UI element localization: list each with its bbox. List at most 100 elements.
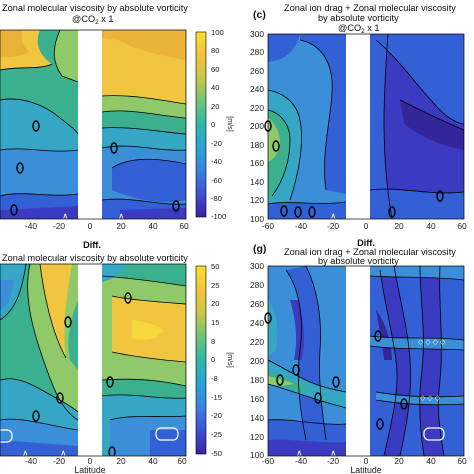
contour-label-zero: [32, 120, 40, 132]
cb-e-tick: 20: [211, 299, 219, 308]
x-tick-label: 40: [148, 221, 158, 231]
panel-a-mask: [78, 30, 102, 219]
panel-a-colorbar: 100 80 60 40 20 0 -20 -40 -60 -80 -100 […: [195, 28, 235, 221]
y-tick-label: 160: [250, 394, 264, 404]
y-tick-label: 240: [250, 318, 264, 328]
cb-a-tick: -80: [211, 194, 222, 203]
y-tick-label: 280: [250, 280, 264, 290]
svg-text:∧: ∧: [22, 448, 29, 458]
panel-g: (g) Diff. Zonal ion drag + Zonal molecul…: [250, 238, 467, 474]
cb-a-tick: -20: [211, 139, 222, 148]
y-tick-label: 120: [250, 432, 264, 442]
y-tick-label: 260: [250, 66, 264, 76]
contour-label-zero: [272, 140, 280, 152]
cb-e-tick: -25: [211, 430, 222, 439]
x-tick-label: 60: [457, 456, 467, 466]
y-tick-label: 280: [250, 47, 264, 57]
panel-c-frame: [267, 33, 465, 220]
x-tick-label: 0: [364, 456, 369, 466]
cb-a-tick: 0: [211, 120, 215, 129]
x-tick-label: -40: [295, 456, 307, 466]
y-tick-label: 120: [250, 195, 264, 205]
panel-e-mask: [78, 264, 102, 456]
cb-e-tick: -8: [211, 374, 218, 383]
y-tick-label: 300: [250, 29, 264, 39]
contour-label-zero: [110, 142, 118, 154]
panel-g-mask: [346, 266, 370, 456]
panel-a: Zonal molecular viscosity by absolute vo…: [0, 3, 235, 231]
contour-label-zero: [108, 446, 116, 456]
cb-a-tick: -60: [211, 176, 222, 185]
panel-c-plot: ∧: [264, 33, 465, 221]
x-tick-label: -40: [295, 221, 307, 231]
panel-a-frame: [0, 29, 187, 220]
svg-text:◇ ◇ ◇: ◇ ◇ ◇: [420, 395, 441, 402]
panel-g-title-line3: by absolute vorticity: [318, 256, 399, 266]
x-tick-label: -60: [262, 456, 274, 466]
contour-label-zero: [332, 376, 340, 388]
contour-label-zero: [124, 292, 132, 304]
cb-a-tick: 100: [211, 28, 224, 37]
panel-g-title-line1: Diff.: [357, 238, 375, 248]
panel-g-label: (g): [253, 243, 266, 255]
panel-g-xticks: -60 -40 -20 0 20 40 60: [262, 456, 467, 466]
x-tick-label: -60: [262, 221, 274, 231]
panel-c-xticks: -60 -40 -20 0 20 40 60: [262, 221, 467, 231]
y-tick-label: 160: [250, 158, 264, 168]
x-tick-label: 0: [364, 221, 369, 231]
contour-label-zero: [374, 330, 382, 342]
panel-c-mask: [346, 34, 370, 219]
cb-e-label: [m/s]: [226, 352, 235, 368]
panel-e-plot: ∧ ∧: [0, 263, 186, 458]
panel-g-xlabel: Latitude: [350, 465, 381, 474]
panel-e-title-line1: Diff.: [83, 240, 101, 250]
cb-e-tick: 15: [211, 318, 219, 327]
panel-a-xticks: -40 -20 0 20 40 60: [25, 221, 189, 231]
panel-g-frame: [267, 265, 465, 457]
x-tick-label: 60: [177, 456, 187, 466]
svg-text:∧: ∧: [330, 448, 337, 458]
panel-c-yticks: 300 280 260 240 220 200 180 160 140 120 …: [250, 29, 264, 224]
panel-e-xlabel: Latitude: [74, 465, 105, 474]
contour-label-zero: [294, 206, 302, 218]
panel-c-title-line1: Zonal ion drag + Zonal molecular viscosi…: [284, 3, 456, 13]
cb-a-tick: -100: [211, 212, 226, 221]
x-tick-label: -40: [25, 456, 37, 466]
x-tick-label: 0: [88, 221, 93, 231]
panel-e: Diff. Zonal molecular viscosity by absol…: [0, 240, 235, 474]
panel-a-title-line1: Zonal molecular viscosity by absolute vo…: [2, 3, 188, 13]
svg-text:∧: ∧: [296, 448, 303, 458]
panel-e-contour-labels: [32, 292, 132, 456]
contour-label-zero: [10, 204, 18, 216]
cb-a-tick: 20: [211, 102, 219, 111]
y-tick-label: 100: [250, 450, 264, 460]
x-tick-label: -20: [53, 221, 65, 231]
contour-label-zero: [314, 392, 322, 404]
y-tick-label: 140: [250, 177, 264, 187]
cb-e-tick: -20: [211, 411, 222, 420]
svg-text:◇ ◇ ◇ ◇: ◇ ◇ ◇ ◇: [418, 339, 446, 346]
svg-text:∧: ∧: [60, 448, 67, 458]
contour-label-zero: [376, 418, 384, 430]
y-tick-label: 240: [250, 84, 264, 94]
panel-a-contour-labels: [10, 120, 180, 216]
cb-e-tick: 50: [211, 262, 219, 271]
y-tick-label: 180: [250, 375, 264, 385]
panel-g-title-line2: Zonal ion drag + Zonal molecular viscosi…: [284, 247, 456, 257]
cb-a-label: [m/s]: [226, 116, 235, 132]
x-tick-label: 20: [394, 456, 404, 466]
y-tick-label: 140: [250, 413, 264, 423]
svg-text:∧: ∧: [330, 211, 337, 221]
svg-text:∧: ∧: [118, 211, 125, 221]
contour-label-zero: [172, 200, 180, 212]
contour-label-zero: [56, 392, 64, 404]
x-tick-label: -20: [53, 456, 65, 466]
contour-label-zero: [32, 410, 40, 422]
contour-label-zero: [400, 398, 408, 410]
panel-c-label: (c): [253, 9, 266, 21]
x-tick-label: 60: [179, 221, 189, 231]
contour-label-zero: [436, 190, 444, 202]
contour-label-zero: [280, 205, 288, 217]
y-tick-label: 300: [250, 261, 264, 271]
x-tick-label: 20: [116, 221, 126, 231]
